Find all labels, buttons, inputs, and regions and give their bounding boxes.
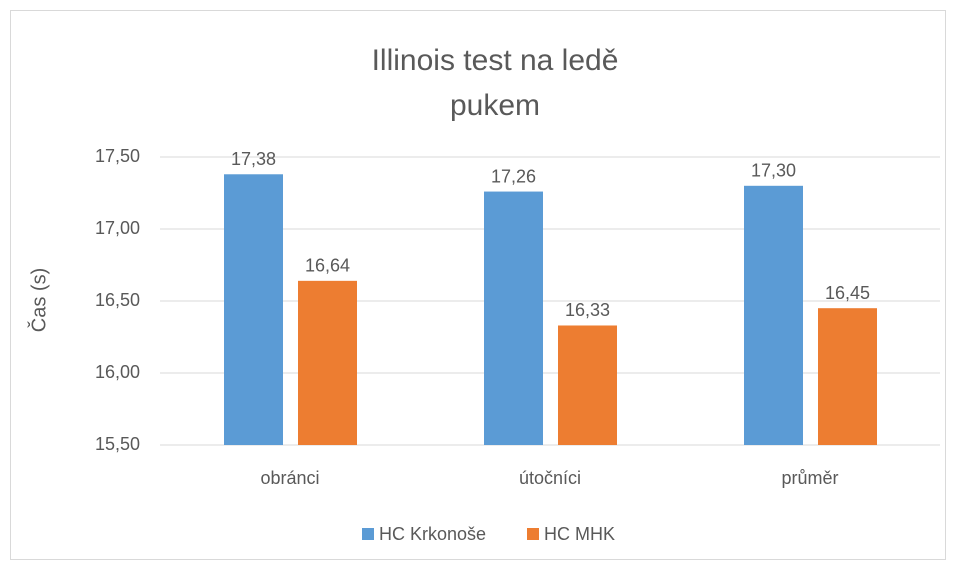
- x-tick-label: obránci: [260, 468, 319, 488]
- y-tick-label: 16,00: [95, 362, 140, 382]
- y-tick-label: 17,00: [95, 218, 140, 238]
- bar: [224, 174, 283, 445]
- data-label: 17,30: [751, 161, 796, 181]
- legend-label: HC Krkonoše: [379, 524, 486, 544]
- data-label: 16,33: [565, 300, 610, 320]
- legend-swatch: [362, 528, 374, 540]
- bar: [484, 191, 543, 445]
- chart-border: [10, 10, 946, 560]
- data-label: 17,26: [491, 166, 536, 186]
- y-tick-label: 17,50: [95, 146, 140, 166]
- y-tick-label: 15,50: [95, 434, 140, 454]
- bar: [298, 280, 357, 445]
- bar: [818, 308, 877, 445]
- data-label: 16,45: [825, 283, 870, 303]
- bar: [558, 325, 617, 445]
- y-axis-label: Čas (s): [27, 268, 50, 332]
- legend-label: HC MHK: [544, 524, 615, 544]
- chart-title: Illinois test na ledě pukem: [371, 44, 619, 122]
- data-label: 17,38: [231, 149, 276, 169]
- bar: [744, 185, 803, 446]
- data-label: 16,64: [305, 256, 350, 276]
- x-tick-label: průměr: [781, 468, 838, 488]
- x-tick-label: útočníci: [519, 468, 581, 488]
- y-tick-label: 16,50: [95, 290, 140, 310]
- legend-swatch: [527, 528, 539, 540]
